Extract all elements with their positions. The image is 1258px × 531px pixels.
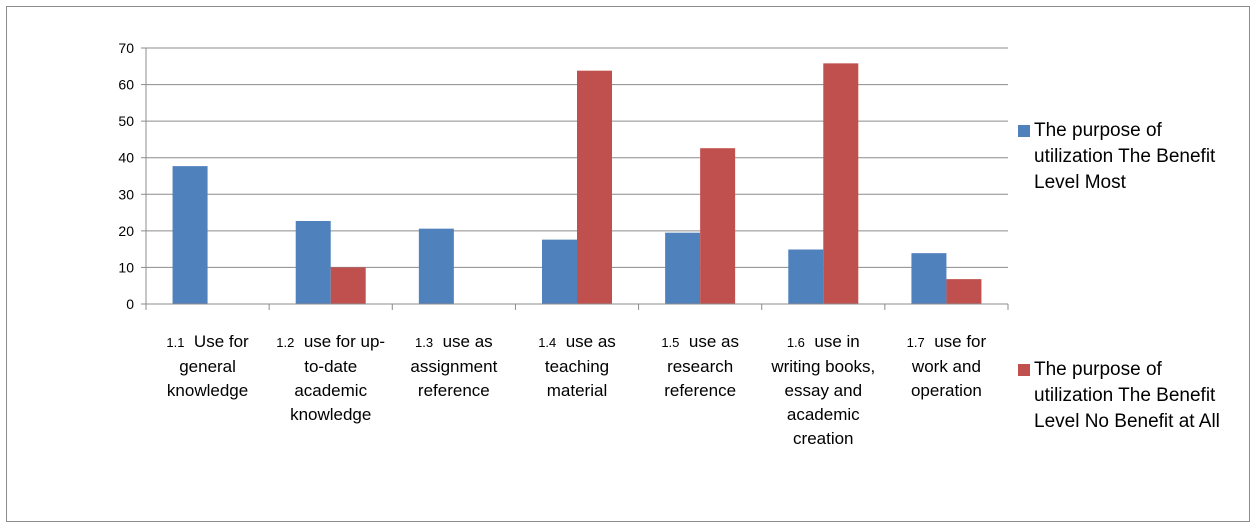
- bar-series-2: [700, 148, 736, 304]
- legend-swatch: [1018, 125, 1030, 137]
- bar-series-1: [911, 253, 947, 304]
- x-tick-label: 1.5 use as research reference: [640, 330, 760, 403]
- legend-label: The purpose of utilization The Benefit L…: [1034, 359, 1220, 432]
- y-tick-label: 50: [118, 113, 134, 129]
- x-tick-text: use for up-to-date academic knowledge: [290, 332, 386, 424]
- x-tick-text: use in writing books, essay and academic…: [771, 332, 876, 448]
- x-tick-label: 1.2 use for up-to-date academic knowledg…: [271, 330, 391, 427]
- bar-series-2: [823, 63, 859, 304]
- x-tick-number: 1.4: [538, 335, 557, 350]
- x-tick-text: use for work and operation: [910, 332, 987, 400]
- x-tick-number: 1.6: [786, 335, 805, 350]
- y-tick-label: 70: [118, 40, 134, 56]
- x-tick-label: 1.6 use in writing books, essay and acad…: [763, 330, 883, 451]
- x-tick-text: use as assignment reference: [410, 332, 498, 400]
- x-tick-text: use as teaching material: [544, 332, 616, 400]
- bar-series-2: [946, 279, 982, 304]
- x-tick-label: 1.7 use for work and operation: [886, 330, 1006, 403]
- y-tick-label: 10: [118, 259, 134, 275]
- y-tick-label: 20: [118, 223, 134, 239]
- bar-series-2: [330, 267, 366, 304]
- legend-swatch: [1018, 364, 1030, 376]
- y-tick-label: 30: [118, 186, 134, 202]
- x-tick-number: 1.7: [906, 335, 925, 350]
- bar-series-1: [172, 166, 208, 304]
- x-tick-text: use as research reference: [664, 332, 739, 400]
- bar-series-1: [542, 239, 577, 304]
- bar-series-1: [665, 232, 701, 304]
- y-tick-label: 0: [126, 296, 134, 312]
- x-tick-text: Use for general knowledge: [166, 332, 249, 400]
- legend-label: The purpose of utilization The Benefit L…: [1034, 120, 1216, 193]
- x-tick-label: 1.1 Use for general knowledge: [148, 330, 268, 403]
- x-tick-number: 1.3: [415, 335, 434, 350]
- bar-series-1: [788, 249, 824, 304]
- y-tick-label: 60: [118, 77, 134, 93]
- x-tick-label: 1.4 use as teaching material: [517, 330, 637, 403]
- bar-series-1: [418, 228, 454, 304]
- y-tick-label: 40: [118, 150, 134, 166]
- chart-frame: [6, 6, 1250, 522]
- x-tick-number: 1.2: [276, 335, 295, 350]
- x-tick-number: 1.1: [166, 335, 185, 350]
- x-tick-number: 1.5: [661, 335, 680, 350]
- bar-series-2: [577, 70, 612, 304]
- x-tick-label: 1.3 use as assignment reference: [394, 330, 514, 403]
- bar-series-1: [295, 220, 331, 304]
